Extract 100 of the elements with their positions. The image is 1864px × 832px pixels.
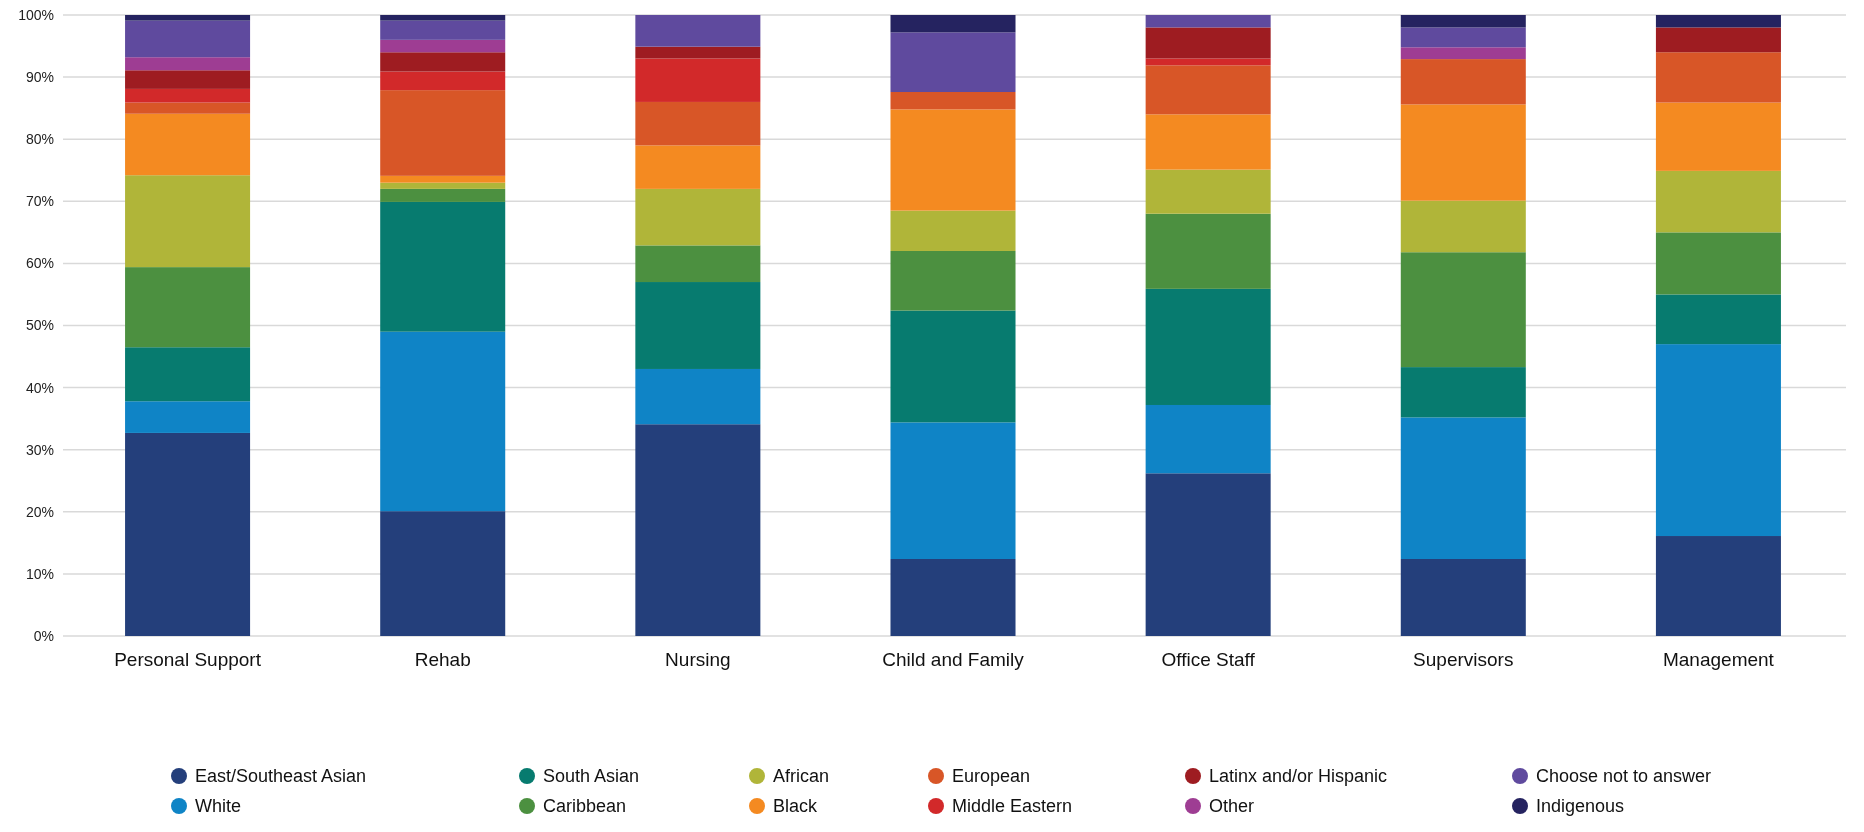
bar: [380, 39, 506, 53]
bar: [1145, 114, 1271, 170]
bar: [890, 92, 1016, 110]
bar: [380, 511, 506, 636]
bar: [125, 20, 251, 58]
x-tick-label: Office Staff: [1161, 649, 1256, 670]
y-tick-label: 100%: [18, 6, 54, 23]
bar: [125, 102, 251, 114]
legend-label: Other: [1209, 796, 1255, 817]
legend-label: Choose not to answer: [1536, 766, 1712, 787]
bar: [1145, 65, 1271, 115]
y-tick-label: 70%: [25, 193, 54, 210]
bar: [1145, 213, 1271, 289]
y-tick-label: 10%: [25, 565, 54, 582]
bar: [635, 245, 761, 283]
bar: [890, 559, 1016, 636]
legend-label: European: [952, 766, 1031, 787]
bar: [1400, 27, 1526, 48]
bar: [635, 46, 761, 59]
bar: [1655, 536, 1781, 636]
bar: [1400, 252, 1526, 368]
bar: [380, 331, 506, 512]
bar: [635, 15, 761, 47]
bar: [1400, 559, 1526, 636]
bar: [380, 188, 506, 202]
bar: [1145, 169, 1271, 214]
bar: [125, 347, 251, 402]
bar: [1655, 15, 1781, 28]
bar: [1400, 47, 1526, 60]
bar: [1400, 15, 1526, 28]
y-tick-label: 50%: [25, 317, 54, 334]
y-tick-label: 20%: [25, 503, 54, 520]
bar: [635, 368, 761, 425]
bar: [890, 210, 1016, 251]
bar: [1145, 15, 1271, 28]
legend-label: Black: [773, 796, 819, 817]
y-tick-label: 90%: [25, 69, 54, 85]
bar: [380, 182, 506, 189]
x-tick-label: Rehab: [414, 649, 471, 670]
legend-label: South Asian: [543, 766, 640, 787]
bar: [635, 58, 761, 102]
bar: [125, 88, 251, 103]
bar: [125, 432, 251, 636]
x-tick-label: Child and Family: [882, 649, 1025, 670]
bar: [1655, 170, 1781, 233]
bar: [1655, 294, 1781, 345]
legend-label: White: [195, 796, 242, 817]
bar: [1145, 27, 1271, 59]
bar: [1145, 404, 1271, 474]
legend-label: East/Southeast Asian: [195, 766, 367, 787]
bar: [1655, 102, 1781, 171]
bar: [125, 267, 251, 348]
y-tick-label: 60%: [25, 255, 54, 272]
bar: [1400, 59, 1526, 105]
legend-label: Latinx and/or Hispanic: [1209, 766, 1388, 787]
y-tick-label: 0%: [33, 627, 54, 644]
bar: [380, 15, 506, 21]
bar: [125, 113, 251, 176]
legend-label: Caribbean: [543, 796, 627, 817]
x-tick-label: Personal Support: [114, 649, 262, 670]
bar: [380, 52, 506, 72]
bar: [1400, 367, 1526, 418]
bar: [1400, 104, 1526, 201]
legend-label: Middle Eastern: [952, 796, 1073, 817]
bar: [635, 424, 761, 636]
bar: [125, 15, 251, 21]
bar: [380, 90, 506, 176]
bar: [635, 282, 761, 369]
bar: [890, 109, 1016, 211]
bar: [125, 175, 251, 268]
legend-label: Indigenous: [1536, 796, 1625, 817]
bar: [1655, 232, 1781, 295]
bar: [125, 57, 251, 71]
bar: [380, 71, 506, 91]
y-tick-label: 30%: [25, 441, 54, 458]
bar: [125, 401, 251, 433]
x-tick-label: Nursing: [665, 649, 731, 670]
bar: [1145, 473, 1271, 636]
bar: [890, 422, 1016, 559]
bar: [1655, 344, 1781, 537]
bar: [1145, 288, 1271, 405]
bar: [1655, 52, 1781, 103]
bar: [380, 175, 506, 183]
x-tick-label: Management: [1662, 649, 1775, 670]
bar: [635, 101, 761, 146]
bar: [125, 70, 251, 89]
bar: [890, 250, 1016, 311]
legend-label: African: [773, 766, 830, 787]
x-tick-label: Supervisors: [1413, 649, 1514, 670]
bar: [635, 145, 761, 189]
bar: [1400, 417, 1526, 559]
bar: [1655, 27, 1781, 53]
bar: [890, 32, 1016, 92]
bar: [890, 310, 1016, 423]
bar: [1145, 58, 1271, 66]
bar: [635, 188, 761, 246]
y-tick-label: 80%: [25, 131, 54, 148]
y-tick-label: 40%: [25, 379, 54, 396]
bar: [1400, 200, 1526, 253]
bar: [380, 201, 506, 332]
